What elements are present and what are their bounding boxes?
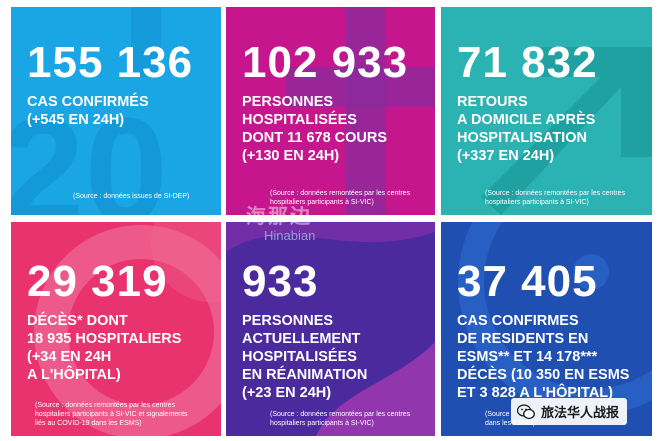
esms-residents-label: CAS CONFIRMES DE RESIDENTS EN ESMS** ET … — [457, 313, 630, 401]
svg-text:20: 20 — [11, 86, 168, 215]
wechat-account-badge[interactable]: 旅法华人战报 — [511, 398, 628, 425]
wechat-icon — [517, 403, 535, 420]
home-returns-number: 71 832 — [457, 38, 598, 87]
home-returns-source: (Source : données remontées par les cent… — [485, 190, 626, 206]
intensive-care-number: 933 — [242, 257, 319, 306]
deaths-label: DÉCÈS* DONT 18 935 HOSPITALIERS (+34 EN … — [27, 313, 182, 383]
esms-residents-number: 37 405 — [457, 257, 598, 306]
deaths-source: (Source : données remontées par les cent… — [35, 402, 188, 427]
tile-deaths: 29 319 DÉCÈS* DONT 18 935 HOSPITALIERS (… — [11, 222, 221, 436]
tile-hospitalized: 102 933 PERSONNES HOSPITALISÉES DONT 11 … — [226, 7, 435, 215]
esms-residents-source: (Source dans les ESMS) — [485, 411, 536, 427]
hospitalized-source: (Source : données remontées par les cent… — [270, 190, 411, 206]
hospitalized-number: 102 933 — [242, 38, 409, 87]
cross-decoration — [286, 7, 435, 215]
arrow-decoration — [481, 47, 652, 215]
confirmed-cases-label: CAS CONFIRMÉS (+545 EN 24H) — [27, 94, 149, 128]
tile-home-returns: 71 832 RETOURS A DOMICILE APRÈS HOSPITAL… — [441, 7, 652, 215]
background-figure-decoration: 20 — [11, 7, 168, 215]
hospitalized-label: PERSONNES HOSPITALISÉES DONT 11 678 COUR… — [242, 94, 388, 164]
tile-confirmed-cases: 20 155 136 CAS CONFIRMÉS (+545 EN 24H) (… — [11, 7, 221, 215]
confirmed-cases-number: 155 136 — [27, 38, 194, 87]
intensive-care-label: PERSONNES ACTUELLEMENT HOSPITALISÉES EN … — [242, 313, 368, 401]
confirmed-cases-source: (Source : données issues de SI-DEP) — [73, 193, 190, 200]
wechat-account-name: 旅法华人战报 — [541, 405, 620, 420]
circle-decoration — [34, 222, 221, 436]
home-returns-label: RETOURS A DOMICILE APRÈS HOSPITALISATION… — [457, 94, 596, 164]
tile-intensive-care: 933 PERSONNES ACTUELLEMENT HOSPITALISÉES… — [226, 222, 435, 436]
intensive-care-source: (Source : données remontées par les cent… — [270, 411, 411, 427]
deaths-number: 29 319 — [27, 257, 168, 306]
wave-decoration — [226, 222, 435, 436]
